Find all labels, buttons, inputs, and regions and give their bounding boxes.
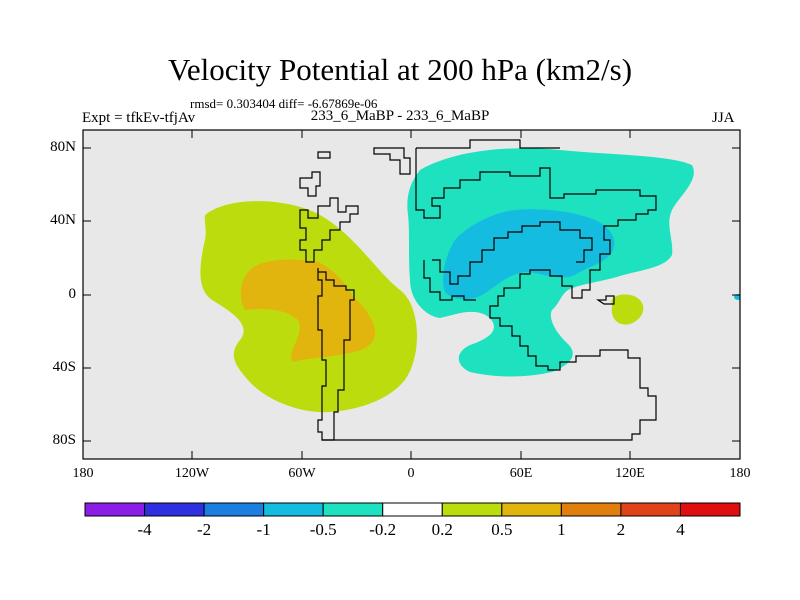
- plot-title: Velocity Potential at 200 hPa (km2/s): [167, 52, 633, 87]
- colorbar-box: [560, 502, 622, 517]
- colorbar-label: -4: [137, 520, 152, 539]
- axis-ticks: [83, 130, 740, 459]
- colorbar-box: [382, 502, 443, 517]
- colorbar: [84, 502, 741, 517]
- colorbar-label: 1: [557, 520, 566, 539]
- colorbar-box: [501, 502, 562, 517]
- y-tick-label: 80N: [50, 139, 76, 155]
- colorbar-label: -2: [196, 520, 212, 539]
- x-tick-label: 120W: [174, 466, 210, 481]
- colorbar-box: [84, 502, 146, 517]
- colorbar-label: -1: [256, 520, 271, 539]
- colorbar-label: -0.5: [309, 520, 337, 539]
- colorbar-label: 0.2: [431, 520, 453, 539]
- colorbar-box: [144, 502, 205, 517]
- coastline: [299, 139, 657, 441]
- y-tick-label: 80S: [52, 432, 76, 448]
- contour-region-neg-0.5: [443, 209, 615, 300]
- x-tick-label: 180: [72, 466, 94, 481]
- contour-region-neg-edge: [734, 294, 740, 300]
- experiment-label: Expt = tfkEv-tfjAv: [82, 110, 196, 126]
- x-tick-label: 60W: [288, 466, 316, 481]
- colorbar-label: 4: [676, 520, 685, 539]
- colorbar-label: -0.2: [369, 520, 397, 539]
- case-label: 233_6_MaBP - 233_6_MaBP: [310, 108, 490, 124]
- colorbar-box: [679, 502, 741, 517]
- contour-region-pos-small: [611, 294, 644, 325]
- colorbar-label: 2: [616, 520, 626, 539]
- colorbar-label: 0.5: [491, 520, 513, 539]
- colorbar-box: [620, 502, 681, 517]
- x-tick-label: 60E: [509, 466, 533, 481]
- x-tick-label: 120E: [615, 466, 645, 481]
- y-tick-label: 40N: [50, 212, 76, 228]
- y-tick-label: 40S: [52, 359, 76, 375]
- x-tick-label: 0: [407, 466, 415, 481]
- colorbar-box: [441, 502, 503, 517]
- contour-region-pos-0.5: [240, 259, 376, 362]
- stats-text: rmsd= 0.303404 diff= -6.67869e-06: [190, 96, 378, 111]
- colorbar-box: [322, 502, 384, 517]
- colorbar-box: [203, 502, 265, 517]
- season-label: JJA: [712, 110, 735, 126]
- y-tick-label: 0: [68, 286, 77, 302]
- colorbar-box: [263, 502, 324, 517]
- x-tick-label: 180: [729, 466, 751, 481]
